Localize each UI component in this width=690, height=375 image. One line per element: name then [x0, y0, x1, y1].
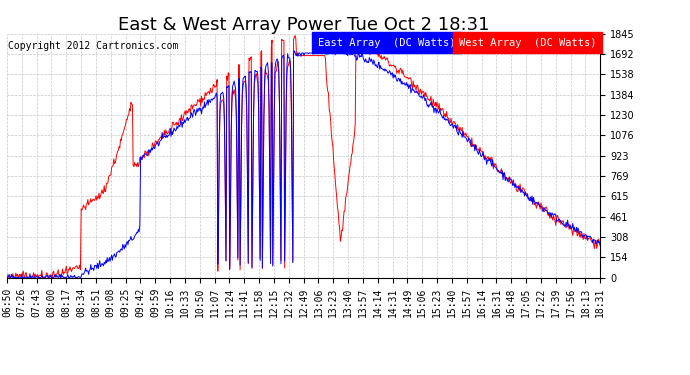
Text: Copyright 2012 Cartronics.com: Copyright 2012 Cartronics.com	[8, 41, 179, 51]
Legend: East Array  (DC Watts), West Array  (DC Watts): East Array (DC Watts), West Array (DC Wa…	[313, 35, 599, 51]
Title: East & West Array Power Tue Oct 2 18:31: East & West Array Power Tue Oct 2 18:31	[118, 16, 489, 34]
